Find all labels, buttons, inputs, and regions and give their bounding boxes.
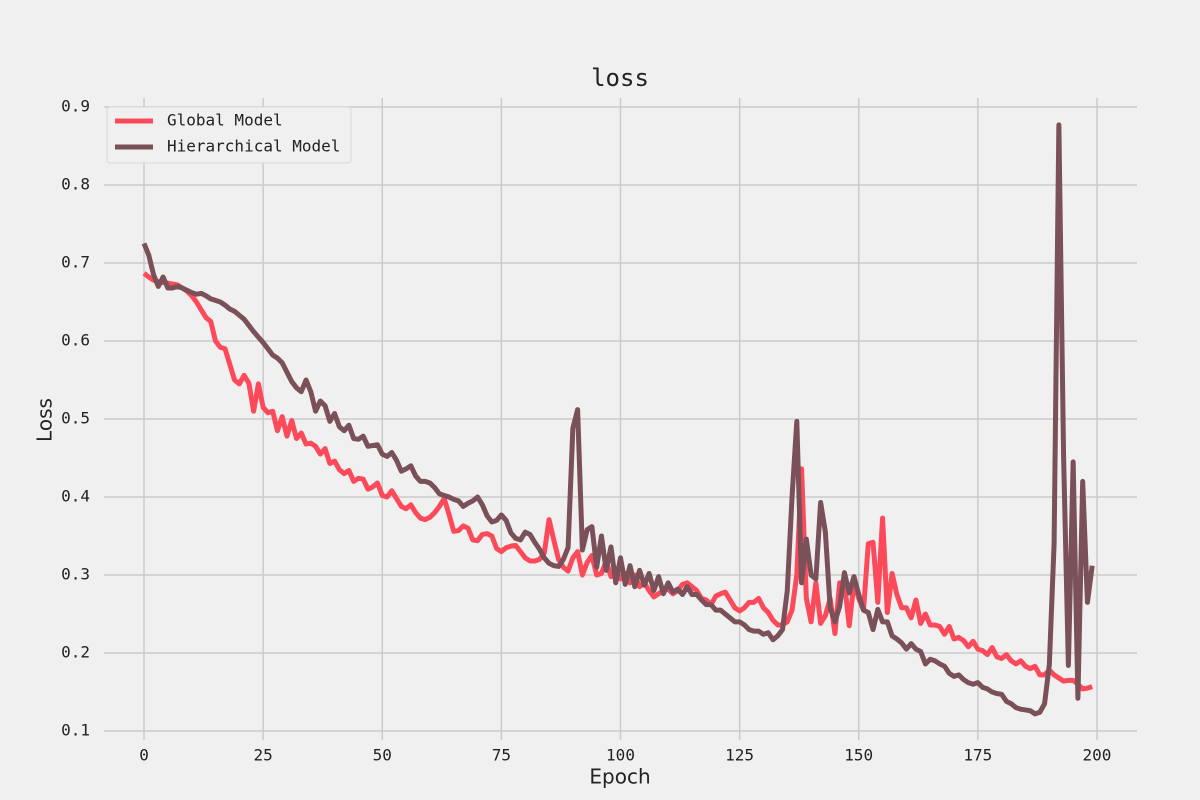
x-tick-label: 150 xyxy=(844,746,873,765)
x-tick-label: 0 xyxy=(139,746,149,765)
y-tick-label: 0.7 xyxy=(61,252,90,271)
y-tick-label: 0.2 xyxy=(61,643,90,662)
x-tick-label: 50 xyxy=(373,746,392,765)
legend-label: Hierarchical Model xyxy=(167,137,340,156)
y-axis-label: Loss xyxy=(33,398,57,442)
legend: Global Model Hierarchical Model xyxy=(106,106,352,164)
y-tick-label: 0.6 xyxy=(61,330,90,349)
legend-label: Global Model xyxy=(167,111,283,130)
x-tick-label: 175 xyxy=(963,746,992,765)
y-tick-label: 0.4 xyxy=(61,487,90,506)
y-tick-label: 0.9 xyxy=(61,96,90,115)
y-tick-label: 0.5 xyxy=(61,409,90,428)
x-tick-label: 125 xyxy=(725,746,754,765)
x-axis-label: Epoch xyxy=(589,765,650,789)
x-tick-label: 25 xyxy=(254,746,273,765)
legend-box xyxy=(106,106,352,164)
plot-lines xyxy=(141,122,1095,717)
x-tick-label: 100 xyxy=(606,746,635,765)
y-tick-label: 0.1 xyxy=(61,721,90,740)
line-series xyxy=(141,122,1095,717)
x-tick-label: 75 xyxy=(492,746,511,765)
y-tick-label: 0.3 xyxy=(61,565,90,584)
x-tick-label: 200 xyxy=(1083,746,1112,765)
chart-title: loss xyxy=(591,64,649,92)
y-tick-label: 0.8 xyxy=(61,174,90,193)
